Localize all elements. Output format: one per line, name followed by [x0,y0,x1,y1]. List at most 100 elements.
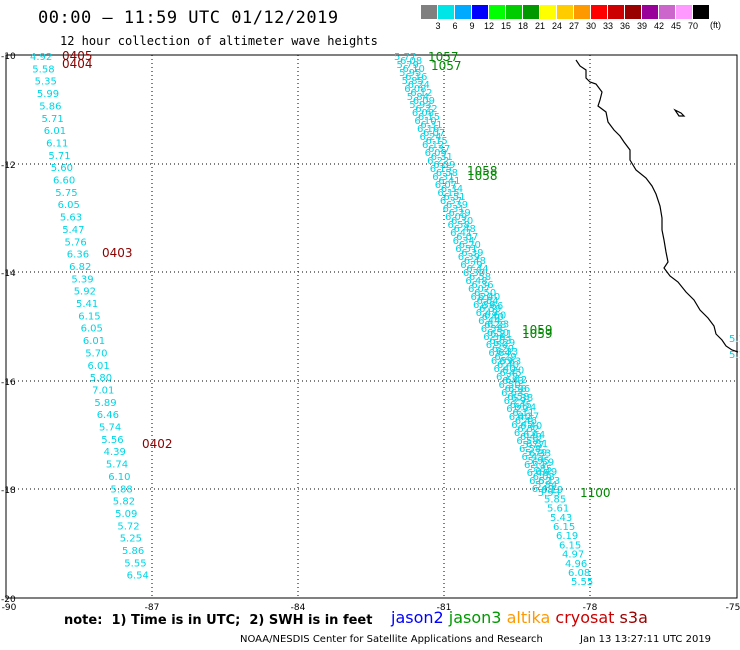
swh-value: 6.31 [432,172,454,183]
legend-label: 36 [619,21,631,31]
swh-value: 6.24 [514,402,536,413]
legend-swatch [591,5,608,19]
legend-swatch [574,5,591,19]
legend-label: 12 [483,21,495,31]
swh-value: 6.23 [487,320,509,331]
swh-value: 6.30 [463,268,485,279]
swh-value: 6.58 [469,272,491,283]
island-outline [673,108,686,117]
swh-value: 6.31 [431,152,453,163]
swh-value: 5.25 [120,534,142,545]
pass-time: 0404 [62,57,93,71]
swh-value: 6.36 [483,332,505,343]
swh-value: 6.08 [412,108,434,119]
swh-value: 5.55 [571,577,593,588]
swh-value: 6.29 [492,344,514,355]
swh-value: 6.19 [556,531,578,542]
swh-value: 5.79 [525,448,547,459]
legend-labels: 3 6 9 12 15 18 21 24 27 30 33 36 39 42 45 70 [421,19,710,31]
swh-value: 6.07 [468,284,490,295]
swh-value: 5.39 [71,274,93,285]
swh-value: 6.28 [496,372,518,383]
swh-value: 6.05 [81,324,103,335]
swh-value: 6.31 [526,439,548,450]
swh-value: 6.39 [461,248,483,259]
swh-value: 6.22 [415,104,437,115]
swh-value: 5.72 [117,521,139,532]
swh-value: 6.58 [448,220,470,231]
swh-value: 4.92 [30,52,52,63]
swh-value: 6.38 [511,393,533,404]
swh-value: 6.36 [67,250,89,261]
swh-value: 6.50 [487,328,509,339]
swh-value: 6.07 [456,232,478,243]
swh-value: 6.37 [428,144,450,155]
legend-label: 70 [687,21,699,31]
legend-swatch [608,5,625,19]
swh-value: 6.46 [97,410,119,421]
swh-value: 6.40 [520,421,542,432]
legend-label: 18 [517,21,529,31]
swh-value: 4.97 [562,550,584,561]
legend-label: 42 [653,21,665,31]
legend-label: 9 [469,21,475,31]
swh-value: 6.63 [501,388,523,399]
map-subtitle: 12 hour collection of altimeter wave hei… [60,34,378,48]
swh-value: 5.47 [62,225,84,236]
legend-swatch [676,5,693,19]
swh-value: 6.45 [522,452,544,463]
swh-value: 6.30 [451,216,473,227]
swh-value: 5.95 [399,68,421,79]
axis-labels: -10 -12 -14 -16 -18 -20-90 -87 -84 -81 -78 -75 [1,52,740,613]
swh-value: 6.05 [58,200,80,211]
swh-value: 5.84 [407,92,429,103]
swh-value: 6.39 [473,300,495,311]
swh-value: 6.33 [529,448,551,459]
swh-value: 4.39 [104,447,126,458]
swh-value: 6.63 [489,336,511,347]
swh-value: 6.10 [414,116,436,127]
swh-value: 5.79 [397,60,419,71]
swh-value: 6.29 [504,396,526,407]
swh-value: 6.34 [453,236,475,247]
legend-label: 21 [534,21,546,31]
swh-value: 6.51 [455,244,477,255]
swh-value: 5.86 [122,546,144,557]
swh-value: 6.44 [478,316,500,327]
swh-value: 6.48 [464,256,486,267]
legend-swatch [693,5,710,19]
swh-value: 5.93 [409,100,431,111]
legend-swatch [506,5,523,19]
swh-value: 6.46 [527,468,549,479]
map-frame [5,54,738,599]
swh-value: 6.01 [83,336,105,347]
timestamp: Jan 13 13:27:11 UTC 2019 [580,634,712,645]
swh-value: 6.08 [404,84,426,95]
swh-value: 6.34 [441,184,463,195]
swh-value: 6.36 [508,384,530,395]
legend-swatch [540,5,557,19]
swh-value: 6.13 [538,476,560,487]
swh-value: 5.35 [35,77,57,88]
swh-value: 5.09 [115,509,137,520]
track-middle: 5.776.085.796.105.956.165.856.246.086.12… [394,52,560,499]
swh-value: 5.77 [394,52,416,63]
swh-value: 6.15 [426,136,448,147]
swh-value: 6.12 [410,88,432,99]
swh-value: 5.70 [85,348,107,359]
swh-value: 6.58 [481,324,503,335]
lon-label: -87 [145,603,160,613]
swh-value: 5.88 [111,484,133,495]
legend-swatch [489,5,506,19]
swh-value: 5.75 [55,188,77,199]
swh-value: 6.52 [517,424,539,435]
lat-label: -16 [1,378,16,388]
swh-value: 6.45 [510,400,532,411]
swh-value: 6.49 [535,467,557,478]
swh-value: 6.09 [433,160,455,171]
swh-value: 6.22 [427,156,449,167]
swh-value: 6.10 [108,472,130,483]
swh-value: 6.40 [493,364,515,375]
swh-value: 5.80 [90,373,112,384]
